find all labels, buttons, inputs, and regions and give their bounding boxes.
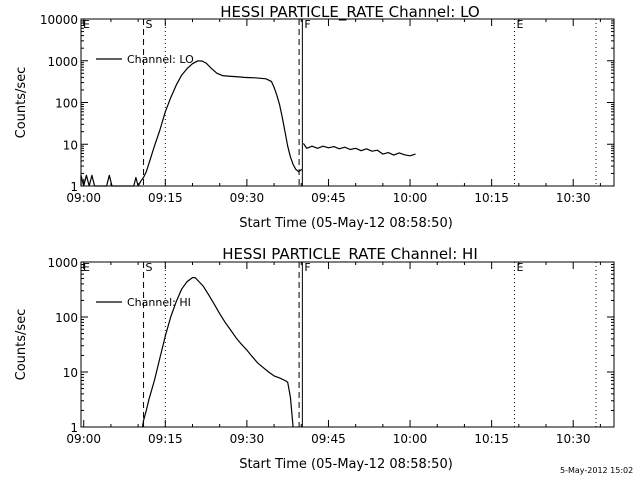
- chart-title: HESSI PARTICLE_RATE Channel: HI: [222, 245, 478, 264]
- x-tick-label: 09:30: [230, 432, 265, 446]
- x-tick-label: 10:00: [393, 191, 428, 205]
- plot-frame: [80, 18, 615, 187]
- x-tick-label: 09:00: [66, 191, 101, 205]
- event-marker-label: E: [83, 18, 90, 31]
- x-tick-label: 10:15: [474, 432, 509, 446]
- x-axis-label: Start Time (05-May-12 08:58:50): [239, 457, 453, 472]
- x-tick-label: 09:15: [148, 432, 183, 446]
- series-line: [80, 60, 303, 187]
- y-tick-label: 1: [70, 421, 78, 435]
- y-tick-label: 1000: [47, 55, 78, 69]
- series-line: [302, 143, 416, 157]
- x-tick-label: 09:45: [311, 432, 346, 446]
- series-line: [141, 277, 294, 428]
- x-tick-label: 10:00: [393, 432, 428, 446]
- y-tick-label: 10000: [40, 13, 78, 27]
- y-axis-label: Counts/sec: [14, 67, 29, 139]
- event-marker-label: S: [146, 261, 153, 274]
- event-marker-label: E: [516, 261, 523, 274]
- x-tick-label: 10:15: [474, 191, 509, 205]
- x-tick-label: 09:15: [148, 191, 183, 205]
- x-tick-label: 09:30: [230, 191, 265, 205]
- x-tick-label: 09:45: [311, 191, 346, 205]
- event-marker-label: S: [146, 18, 153, 31]
- x-tick-label: 10:30: [556, 432, 591, 446]
- y-tick-label: 100: [55, 97, 78, 111]
- chart-panel-2: HESSI PARTICLE_RATE Channel: HI 1 10 100 100…: [14, 245, 615, 472]
- y-tick-label: 100: [55, 311, 78, 325]
- x-tick-label: 09:00: [66, 432, 101, 446]
- y-tick-label: 10: [63, 366, 78, 380]
- y-axis-label: Counts/sec: [14, 309, 29, 381]
- legend-label: Channel: HI: [127, 296, 191, 309]
- chart-panel-1: HESSI PARTICLE_RATE Channel: LO 1 10 100 100…: [14, 3, 615, 231]
- chart-title: HESSI PARTICLE_RATE Channel: LO: [220, 3, 479, 22]
- event-marker-label: E: [516, 18, 523, 31]
- y-tick-label: 1000: [47, 256, 78, 270]
- y-tick-label: 10: [63, 138, 78, 152]
- event-marker-label: F: [304, 261, 310, 274]
- y-tick-label: 1: [70, 180, 78, 194]
- x-axis-label: Start Time (05-May-12 08:58:50): [239, 216, 453, 231]
- legend-label: Channel: LO: [127, 53, 194, 66]
- event-marker-label: F: [304, 18, 310, 31]
- footer-stamp: 5-May-2012 15:02: [560, 466, 634, 475]
- plot-frame: [80, 261, 615, 428]
- event-marker-label: E: [83, 261, 90, 274]
- x-tick-label: 10:30: [556, 191, 591, 205]
